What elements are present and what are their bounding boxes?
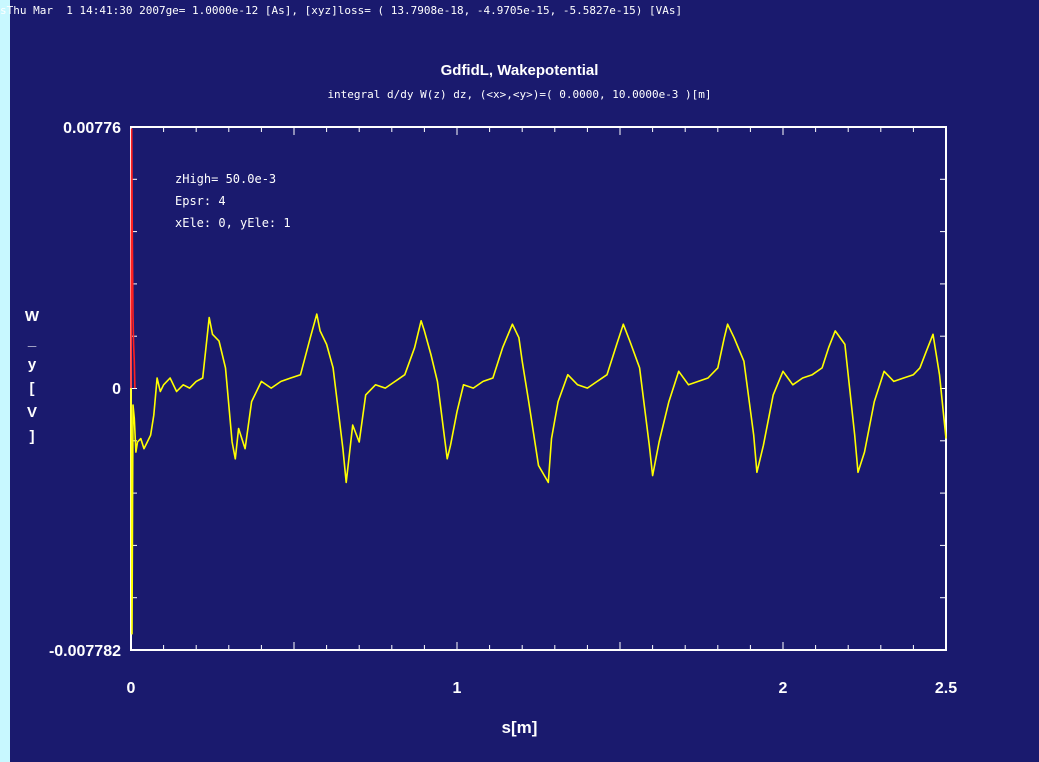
annotation-text: xEle: 0, yEle: 1 — [175, 216, 291, 230]
y-axis-label-glyph: W — [24, 308, 40, 325]
x-axis-label: s[m] — [501, 718, 538, 737]
x-tick-label: 1 — [453, 680, 462, 697]
series-line-main — [130, 313, 947, 635]
y-tick-label: 0 — [112, 381, 121, 398]
series-line-bunch — [130, 128, 136, 389]
chart-subtitle: integral d/dy W(z) dz, (<x>,<y>)=( 0.000… — [327, 88, 712, 101]
header-status-line: sThu Mar 1 14:41:30 2007ge= 1.0000e-12 [… — [0, 4, 683, 17]
annotation-text: zHigh= 50.0e-3 — [175, 172, 276, 186]
y-axis-label-glyph: y — [27, 356, 37, 373]
chart-title: GdfidL, Wakepotential — [440, 62, 599, 79]
x-tick-label: 0 — [127, 680, 136, 697]
y-tick-label: 0.00776 — [63, 120, 121, 137]
x-tick-label: 2 — [779, 680, 788, 697]
plot-frame — [130, 126, 947, 651]
y-axis-label-glyph: _ — [27, 332, 37, 349]
y-tick-label: -0.007782 — [49, 643, 121, 660]
y-axis-label-glyph: V — [26, 404, 37, 421]
y-axis-label-glyph: ] — [29, 428, 35, 445]
annotation-text: Epsr: 4 — [175, 194, 226, 208]
y-axis-label-glyph: [ — [29, 380, 35, 397]
y-axis-label: W _y [ V] — [22, 305, 42, 449]
x-tick-label: 2.5 — [935, 680, 957, 697]
